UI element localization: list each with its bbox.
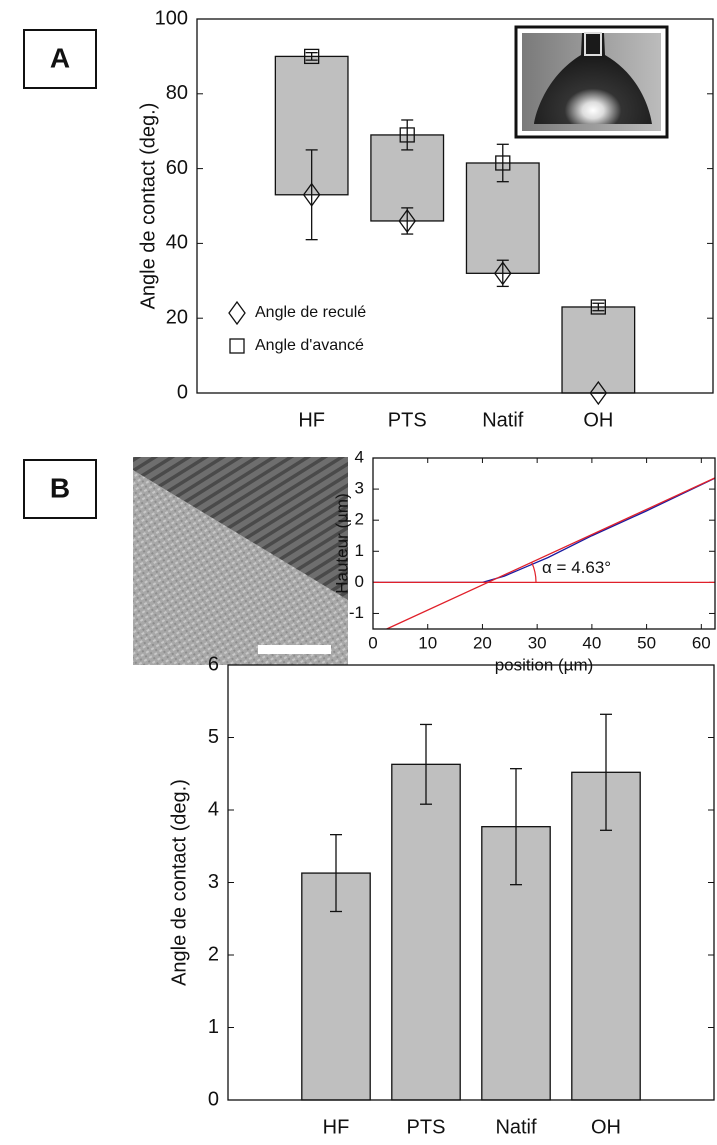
x-tick-label: 20 [473,633,492,652]
y-axis-label: Hauteur (µm) [332,493,351,593]
x-tick-label: 0 [368,633,377,652]
x-tick-label: PTS [407,1116,446,1138]
panel-label: B [50,472,70,503]
plot-frame [372,457,716,630]
y-tick-label: 4 [208,798,219,820]
legend-label: Angle de reculé [255,304,366,321]
y-tick-label: -1 [349,603,364,622]
y-tick-label: 2 [355,510,364,529]
x-tick-label: 50 [637,633,656,652]
line [386,477,716,630]
legend-label: Angle d'avancé [255,337,364,354]
inset-drop [534,33,652,124]
x-tick-label: 60 [692,633,711,652]
bar [561,306,636,394]
y-tick-label: 60 [166,157,188,179]
y-tick-label: 4 [355,447,364,466]
square-marker [590,299,606,315]
y-tick-label: 0 [355,572,364,591]
diamond-marker [228,300,246,326]
diamond-marker [493,261,512,286]
x-tick-label: 10 [418,633,437,652]
y-tick-label: 6 [208,653,219,675]
x-tick-label: HF [323,1116,350,1138]
bar [391,763,461,1101]
plot-lines [373,477,716,630]
y-tick-label: 0 [177,381,188,403]
diamond-marker [398,208,417,234]
line [373,477,716,584]
y-tick-label: 1 [355,541,364,560]
square-marker [229,338,245,354]
x-tick-label: OH [591,1116,621,1138]
y-tick-label: 100 [155,7,188,29]
y-tick-label: 3 [208,871,219,893]
y-tick-label: 2 [208,943,219,965]
plot-frame [196,18,714,394]
x-tick-label: 40 [582,633,601,652]
square-marker [495,155,511,171]
diamond-marker [302,182,321,207]
y-tick-label: 40 [166,232,188,254]
x-tick-label: PTS [388,409,427,431]
y-tick-label: 80 [166,82,188,104]
angle-arc [531,562,537,583]
y-tick-label: 20 [166,306,188,328]
square-marker [304,48,320,65]
annotation: α = 4.63° [542,558,611,577]
panel-box [23,29,97,89]
x-tick-label: HF [298,409,325,431]
y-tick-label: 5 [208,726,219,748]
square-marker [399,127,415,143]
y-tick-label: 3 [355,479,364,498]
plot-frame [227,664,715,1101]
x-tick-label: Natif [495,1116,537,1138]
panel-box [23,459,97,519]
micrograph [133,457,348,665]
x-tick-label: 30 [528,633,547,652]
y-axis-label: Angle de contact (deg.) [168,779,190,986]
x-tick-label: OH [583,409,613,431]
inset-needle [584,32,602,56]
y-tick-label: 1 [208,1016,219,1038]
y-tick-label: 0 [208,1088,219,1110]
diamond-marker [589,380,608,406]
y-axis-label: Angle de contact (deg.) [137,103,159,310]
panel-label: A [50,42,70,73]
x-tick-label: Natif [482,409,524,431]
